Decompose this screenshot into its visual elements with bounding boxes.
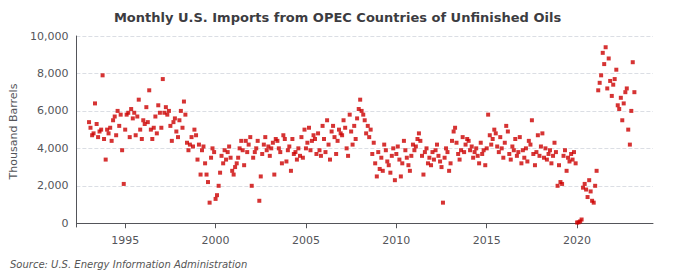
svg-text:Monthly U.S. Imports from OPEC: Monthly U.S. Imports from OPEC Countries… [114, 10, 561, 25]
svg-text:2,000: 2,000 [37, 179, 69, 192]
svg-text:0: 0 [61, 217, 68, 230]
svg-text:Thousand Barrels: Thousand Barrels [7, 83, 20, 180]
svg-text:4,000: 4,000 [37, 142, 69, 155]
svg-text:2000: 2000 [202, 234, 230, 247]
svg-text:10,000: 10,000 [30, 30, 69, 43]
svg-text:2005: 2005 [292, 234, 320, 247]
svg-text:8,000: 8,000 [37, 67, 69, 80]
svg-text:Source: U.S. Energy Informatio: Source: U.S. Energy Information Administ… [10, 259, 247, 270]
svg-text:2020: 2020 [563, 234, 591, 247]
svg-text:1995: 1995 [111, 234, 139, 247]
svg-text:6,000: 6,000 [37, 104, 69, 117]
svg-text:2015: 2015 [473, 234, 501, 247]
svg-text:2010: 2010 [382, 234, 410, 247]
